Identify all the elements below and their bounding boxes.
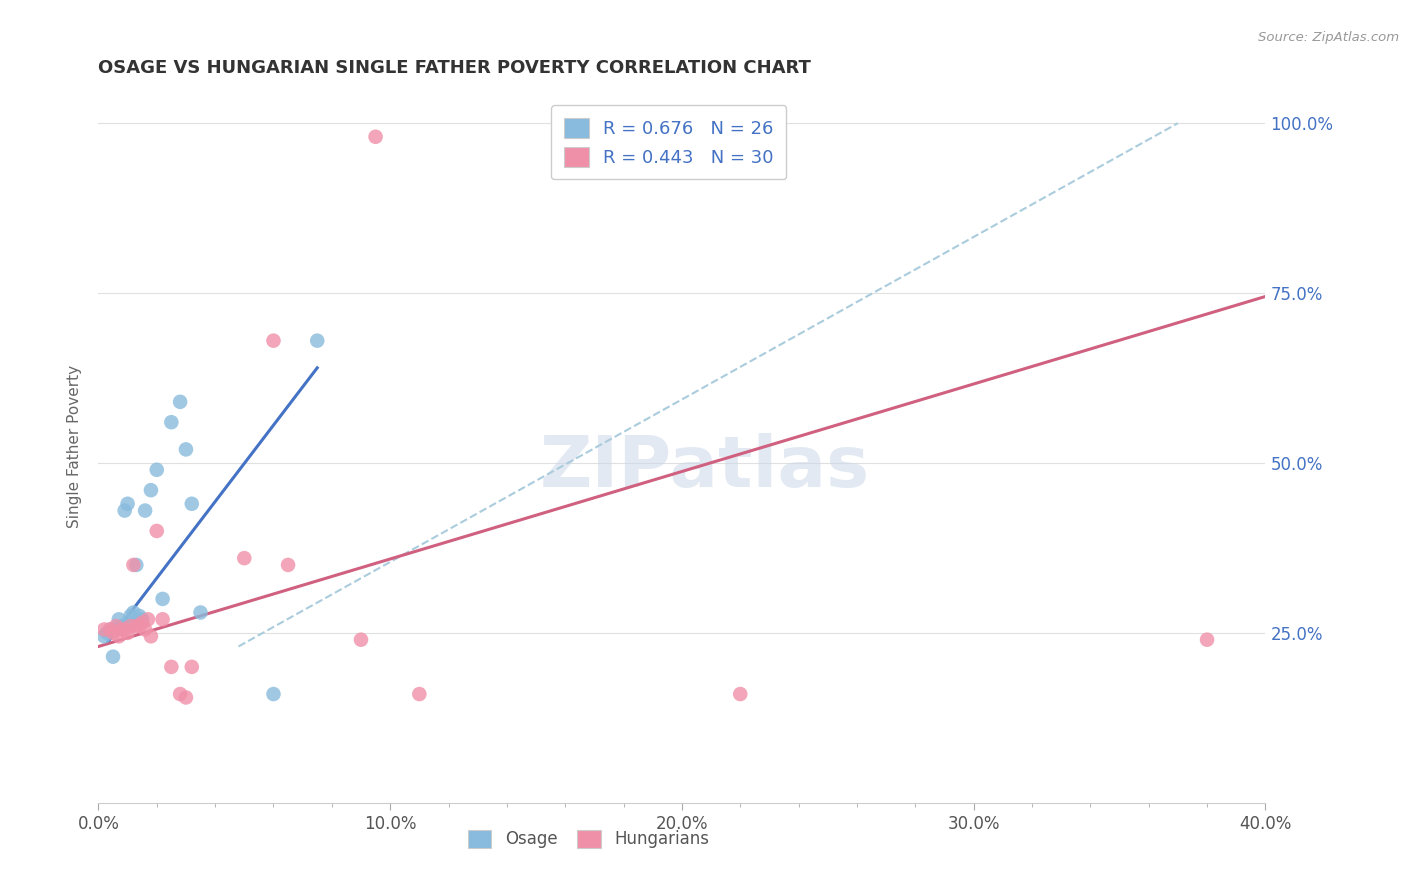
Point	[730, 687, 752, 701]
Point	[108, 612, 131, 626]
Point	[104, 623, 127, 637]
Point	[174, 442, 197, 457]
Point	[93, 629, 115, 643]
Point	[93, 623, 115, 637]
Point	[350, 632, 373, 647]
Point	[120, 619, 142, 633]
Point	[131, 612, 153, 626]
Point	[131, 615, 153, 630]
Point	[125, 558, 148, 572]
Point	[233, 551, 256, 566]
Point	[146, 463, 169, 477]
Point	[180, 660, 202, 674]
Point	[136, 612, 159, 626]
Point	[128, 619, 150, 633]
Point	[104, 619, 127, 633]
Point	[117, 626, 139, 640]
Point	[160, 660, 183, 674]
Point	[101, 626, 124, 640]
Point	[146, 524, 169, 538]
Point	[117, 497, 139, 511]
Point	[152, 591, 174, 606]
Text: OSAGE VS HUNGARIAN SINGLE FATHER POVERTY CORRELATION CHART: OSAGE VS HUNGARIAN SINGLE FATHER POVERTY…	[98, 59, 811, 77]
Point	[128, 608, 150, 623]
Point	[152, 612, 174, 626]
Point	[139, 629, 162, 643]
Point	[108, 629, 131, 643]
Point	[101, 649, 124, 664]
Point	[180, 497, 202, 511]
Point	[114, 503, 136, 517]
Point	[364, 129, 387, 144]
Point	[122, 606, 145, 620]
Point	[169, 687, 191, 701]
Point	[174, 690, 197, 705]
Point	[408, 687, 430, 701]
Point	[134, 623, 156, 637]
Point	[117, 615, 139, 630]
Point	[122, 558, 145, 572]
Point	[190, 606, 212, 620]
Point	[262, 334, 284, 348]
Point	[134, 503, 156, 517]
Y-axis label: Single Father Poverty: Single Father Poverty	[67, 365, 83, 527]
Point	[98, 623, 121, 637]
Point	[111, 623, 134, 637]
Point	[98, 623, 121, 637]
Point	[96, 626, 118, 640]
Point	[169, 394, 191, 409]
Point	[262, 687, 284, 701]
Point	[139, 483, 162, 498]
Text: Source: ZipAtlas.com: Source: ZipAtlas.com	[1258, 31, 1399, 45]
Point	[120, 608, 142, 623]
Point	[160, 415, 183, 429]
Point	[1195, 632, 1218, 647]
Point	[307, 334, 329, 348]
Legend: Osage, Hungarians: Osage, Hungarians	[461, 823, 716, 855]
Point	[125, 619, 148, 633]
Text: ZIPatlas: ZIPatlas	[540, 433, 870, 502]
Point	[277, 558, 299, 572]
Point	[114, 623, 136, 637]
Point	[111, 619, 134, 633]
